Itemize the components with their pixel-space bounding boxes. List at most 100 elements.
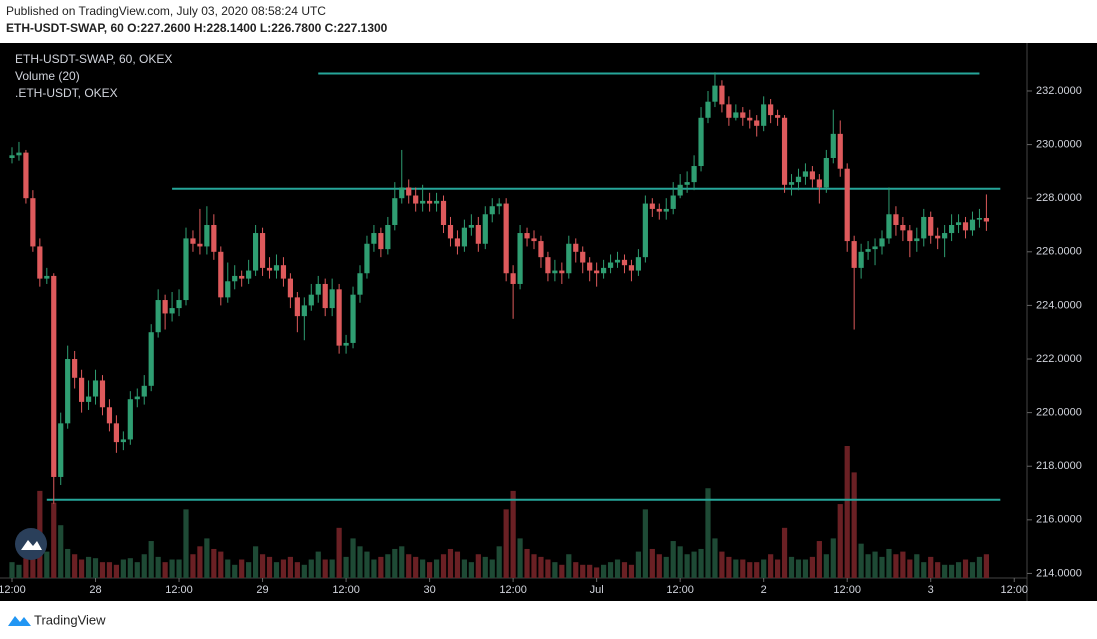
candle-body — [239, 275, 245, 279]
candle-body — [823, 157, 829, 188]
volume-bar — [761, 559, 767, 578]
x-tick-label: 12:00 — [499, 584, 527, 596]
volume-bar — [454, 551, 461, 578]
volume-bar — [225, 559, 231, 578]
volume-bar — [900, 551, 906, 578]
volume-bar — [85, 556, 92, 578]
symbol-line: ETH-USDT-SWAP, 60 O:227.2600 H:228.1400 … — [6, 21, 388, 35]
volume-bar — [587, 564, 593, 578]
volume-bar — [134, 562, 140, 578]
volume-bar — [211, 548, 217, 578]
candle-body — [461, 227, 467, 247]
volume-bar — [266, 556, 273, 578]
candle-body — [190, 238, 196, 244]
volume-bar — [747, 562, 753, 578]
volume-bar — [524, 548, 530, 578]
volume-bar — [420, 559, 426, 578]
volume-bar — [949, 564, 955, 578]
candle-body — [315, 283, 321, 295]
candle-body — [844, 168, 850, 242]
brand-logo — [8, 616, 31, 626]
candle-body — [684, 182, 690, 185]
candle-body — [538, 241, 544, 258]
legend-volume: Volume (20) — [15, 69, 80, 83]
candle-body — [942, 233, 948, 239]
candle-body — [635, 257, 641, 271]
volume-bar — [740, 559, 746, 578]
volume-bar — [468, 562, 474, 578]
volume-bar — [169, 559, 175, 578]
volume-bar — [197, 546, 203, 578]
volume-bar — [691, 551, 697, 578]
candle-body — [754, 120, 760, 126]
candle-body — [246, 270, 252, 279]
candle-body — [656, 208, 662, 212]
volume-bar — [475, 554, 481, 578]
volume-bar — [517, 538, 523, 578]
volume-bar — [246, 562, 252, 578]
volume-bar — [232, 564, 238, 578]
candle-body — [106, 407, 113, 424]
volume-bar — [809, 556, 815, 578]
volume-bar — [886, 548, 892, 578]
candle-body — [120, 439, 126, 443]
volume-bar — [816, 541, 822, 578]
candle-body — [141, 385, 147, 397]
volume-bar — [239, 559, 245, 578]
candle-body — [385, 224, 391, 250]
candle-body — [712, 85, 718, 102]
y-tick-label: 230.0000 — [1036, 138, 1082, 150]
volume-bar — [357, 546, 363, 578]
candle-body — [211, 224, 217, 252]
volume-bar — [489, 559, 495, 578]
candle-body — [649, 203, 655, 209]
candle-body — [58, 423, 64, 477]
candle-body — [621, 259, 628, 266]
candle-body — [552, 270, 558, 274]
volume-bar — [684, 554, 690, 578]
x-tick-label: 2 — [761, 584, 767, 596]
x-tick-label: 12:00 — [332, 584, 360, 596]
volume-bar — [830, 538, 836, 578]
volume-bar — [92, 558, 99, 578]
candle-body — [677, 184, 683, 196]
volume-bar — [253, 546, 259, 578]
y-tick-label: 216.0000 — [1036, 514, 1082, 526]
candle-body — [489, 206, 495, 215]
candle-body — [587, 262, 593, 271]
volume-bar — [879, 556, 885, 578]
volume-bar — [58, 525, 64, 578]
candle-body — [51, 275, 57, 477]
candle-body — [392, 198, 398, 225]
x-tick-label: 12:00 — [165, 584, 193, 596]
candle-body — [865, 249, 871, 252]
volume-bar — [712, 538, 718, 578]
candle-body — [628, 265, 635, 271]
x-tick-label: 12:00 — [833, 584, 861, 596]
volume-bar — [726, 556, 732, 578]
candle-body — [280, 265, 287, 279]
volume-bar — [148, 541, 154, 578]
candle-body — [858, 251, 864, 268]
volume-bar — [385, 554, 391, 578]
candle-body — [705, 101, 711, 118]
volume-bar — [719, 551, 725, 578]
volume-bar — [301, 564, 307, 578]
volume-bar — [823, 554, 829, 578]
candle-body — [155, 300, 161, 333]
volume-bar — [928, 556, 934, 578]
volume-bar — [427, 562, 433, 578]
volume-bar — [942, 564, 948, 578]
candle-body — [482, 214, 488, 244]
legend-index: .ETH-USDT, OKEX — [15, 86, 118, 100]
candle-body — [524, 233, 530, 239]
candle-body — [614, 259, 621, 263]
volume-bar — [893, 554, 899, 578]
candle-body — [9, 155, 15, 158]
candle-body — [691, 166, 697, 183]
volume-bar — [79, 559, 85, 578]
candle-body — [454, 238, 461, 247]
candle-body — [23, 152, 29, 199]
candle-body — [809, 171, 815, 180]
